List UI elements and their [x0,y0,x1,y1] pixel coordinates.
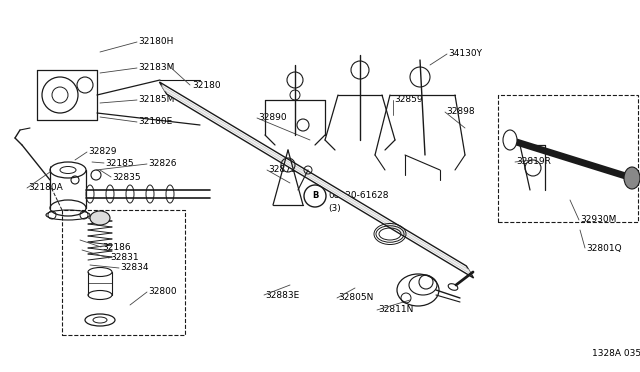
Text: 32805N: 32805N [338,294,373,302]
Text: 32859: 32859 [394,96,422,105]
Text: 32180E: 32180E [138,118,172,126]
Ellipse shape [503,130,517,150]
Text: 32180: 32180 [192,80,221,90]
Bar [62,210,185,335]
Text: B: B [312,192,318,201]
Text: 32831: 32831 [110,253,139,263]
Text: 32801Q: 32801Q [586,244,621,253]
Text: 32829: 32829 [88,148,116,157]
Text: 32185: 32185 [105,158,134,167]
Text: 32819R: 32819R [516,157,551,167]
Text: 32185M: 32185M [138,96,174,105]
Text: (3): (3) [328,203,340,212]
Text: 32898: 32898 [446,108,475,116]
Text: 34130Y: 34130Y [448,49,482,58]
Ellipse shape [90,211,110,225]
Text: 32800: 32800 [148,288,177,296]
Text: 32873: 32873 [268,166,296,174]
Text: 32883E: 32883E [265,291,300,299]
Text: 32835: 32835 [112,173,141,182]
Text: 32890: 32890 [258,113,287,122]
Text: 32930M: 32930M [580,215,616,224]
Text: 32180A: 32180A [28,183,63,192]
Text: 32811N: 32811N [378,305,413,314]
Text: 32834: 32834 [120,263,148,273]
Polygon shape [159,82,474,278]
Text: 32180H: 32180H [138,38,173,46]
Text: 32183M: 32183M [138,64,174,73]
Text: 1328A 0356: 1328A 0356 [592,350,640,359]
Polygon shape [161,86,472,275]
Text: 08120-61628: 08120-61628 [328,192,388,201]
Ellipse shape [624,167,640,189]
Text: 32186: 32186 [102,243,131,251]
Bar [498,95,638,222]
Text: 32826: 32826 [148,160,177,169]
